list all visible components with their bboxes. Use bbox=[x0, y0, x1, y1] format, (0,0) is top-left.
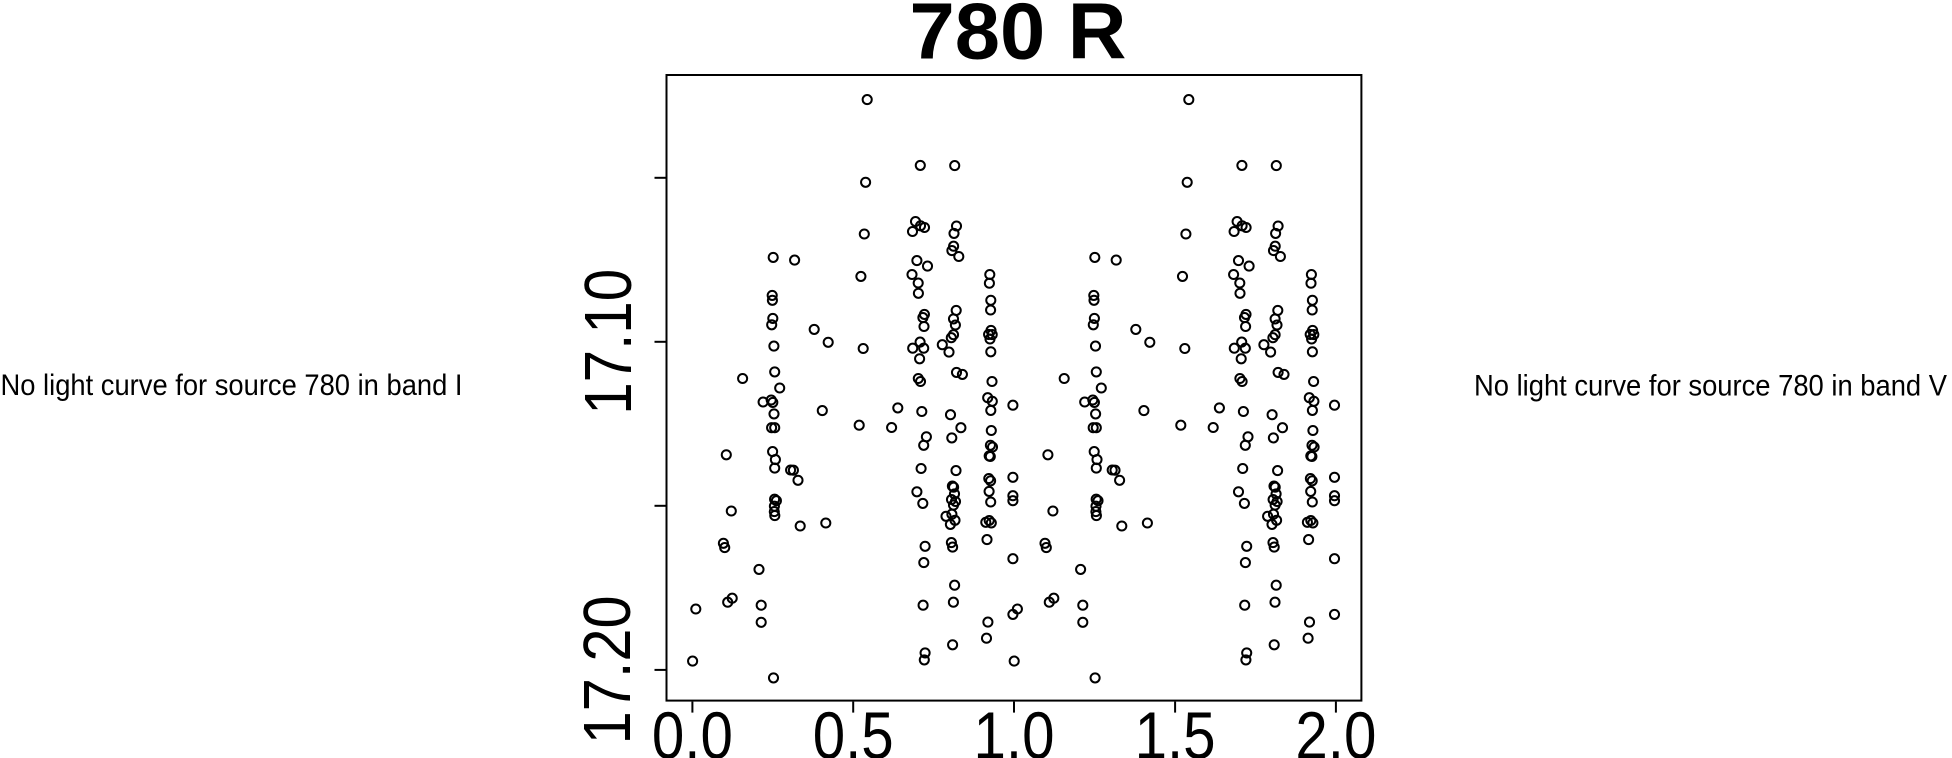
svg-text:0.5: 0.5 bbox=[813, 699, 894, 758]
svg-text:No light curve for source 780: No light curve for source 780 in band I bbox=[1, 369, 463, 402]
svg-text:1.0: 1.0 bbox=[974, 699, 1055, 758]
svg-text:2.0: 2.0 bbox=[1295, 699, 1376, 758]
svg-text:0.0: 0.0 bbox=[652, 699, 733, 758]
svg-text:780 R: 780 R bbox=[910, 0, 1127, 76]
svg-text:1.5: 1.5 bbox=[1135, 699, 1216, 758]
svg-text:No light curve for source 780: No light curve for source 780 in band V bbox=[1474, 370, 1947, 403]
svg-text:17.10: 17.10 bbox=[571, 269, 646, 415]
svg-text:17.20: 17.20 bbox=[570, 595, 645, 744]
